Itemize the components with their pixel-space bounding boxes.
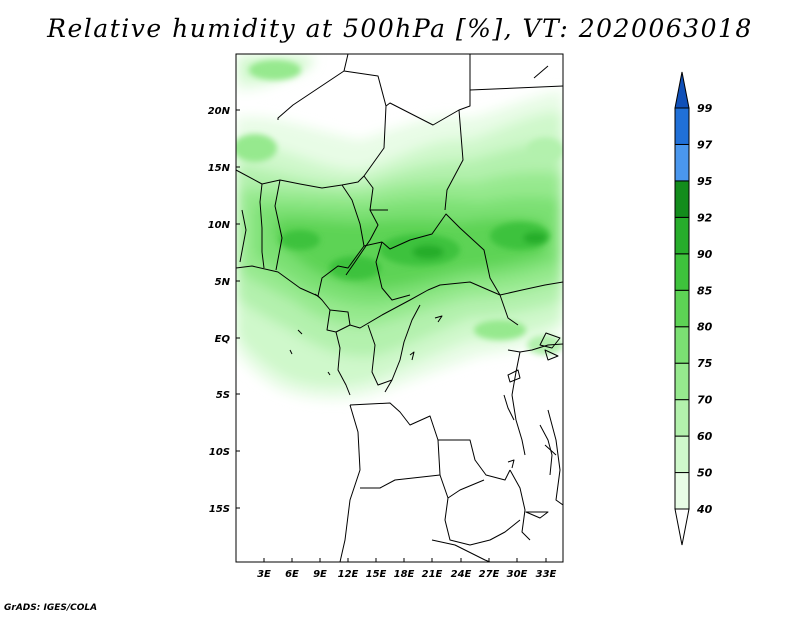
colorbar-label: 70 xyxy=(697,394,713,407)
lon-label-21e: 21E xyxy=(422,569,443,580)
colorbar-upper-triangle xyxy=(674,71,690,109)
colorbar-segment xyxy=(674,472,690,510)
colorbar-label: 50 xyxy=(697,467,713,480)
lat-label-20n: 20N xyxy=(208,106,231,117)
lon-label-24e: 24E xyxy=(451,569,472,580)
colorbar-label: 97 xyxy=(697,138,713,151)
longitude-axis: 3E 6E 9E 12E 15E 18E 21E 24E 27E 30E 33E xyxy=(257,558,557,580)
colorbar-label: 75 xyxy=(697,357,713,370)
colorbar-segment xyxy=(674,435,690,474)
colorbar-segment xyxy=(674,289,690,328)
lon-label-9e: 9E xyxy=(313,569,327,580)
colorbar-segment xyxy=(674,253,690,291)
colorbar-label: 90 xyxy=(697,248,713,261)
colorbar-segment xyxy=(674,399,690,437)
lon-label-12e: 12E xyxy=(338,569,359,580)
colorbar-label: 60 xyxy=(697,430,713,443)
colorbar-segment xyxy=(674,216,690,255)
lat-label-10s: 10S xyxy=(209,447,230,458)
colorbar-label: 80 xyxy=(697,321,713,334)
lon-label-6e: 6E xyxy=(285,569,299,580)
colorbar-segment xyxy=(674,143,690,182)
colorbar-label: 85 xyxy=(697,284,713,297)
lon-label-30e: 30E xyxy=(507,569,528,580)
map-frame xyxy=(235,53,564,563)
chart-title: Relative humidity at 500hPa [%], VT: 202… xyxy=(47,14,753,43)
lat-label-15n: 15N xyxy=(208,163,231,174)
country-borders xyxy=(236,54,563,562)
colorbar: 40 50 60 70 75 80 85 90 92 95 97 99 xyxy=(674,71,713,546)
colorbar-label: 95 xyxy=(697,175,713,188)
colorbar-segment xyxy=(674,326,690,364)
colorbar-label: 92 xyxy=(697,211,713,224)
grads-credit: GrADS: IGES/COLA xyxy=(4,603,98,613)
colorbar-segment xyxy=(674,362,690,401)
colorbar-label: 99 xyxy=(697,102,713,115)
lat-label-eq: EQ xyxy=(215,334,231,345)
lon-label-18e: 18E xyxy=(394,569,415,580)
lon-label-15e: 15E xyxy=(366,569,387,580)
lon-label-33e: 33E xyxy=(536,569,557,580)
colorbar-segment xyxy=(674,180,690,218)
lat-label-5s: 5S xyxy=(216,390,230,401)
colorbar-segment xyxy=(674,107,690,145)
humidity-shading xyxy=(236,54,563,400)
latitude-axis: 20N 15N 10N 5N EQ 5S 10S 15S xyxy=(208,106,240,515)
lon-label-27e: 27E xyxy=(479,569,500,580)
lon-label-3e: 3E xyxy=(257,569,271,580)
lat-label-5n: 5N xyxy=(215,277,231,288)
colorbar-label: 40 xyxy=(696,503,713,516)
colorbar-lower-triangle xyxy=(674,508,690,546)
lat-label-15s: 15S xyxy=(209,504,230,515)
lat-label-10n: 10N xyxy=(208,220,231,231)
